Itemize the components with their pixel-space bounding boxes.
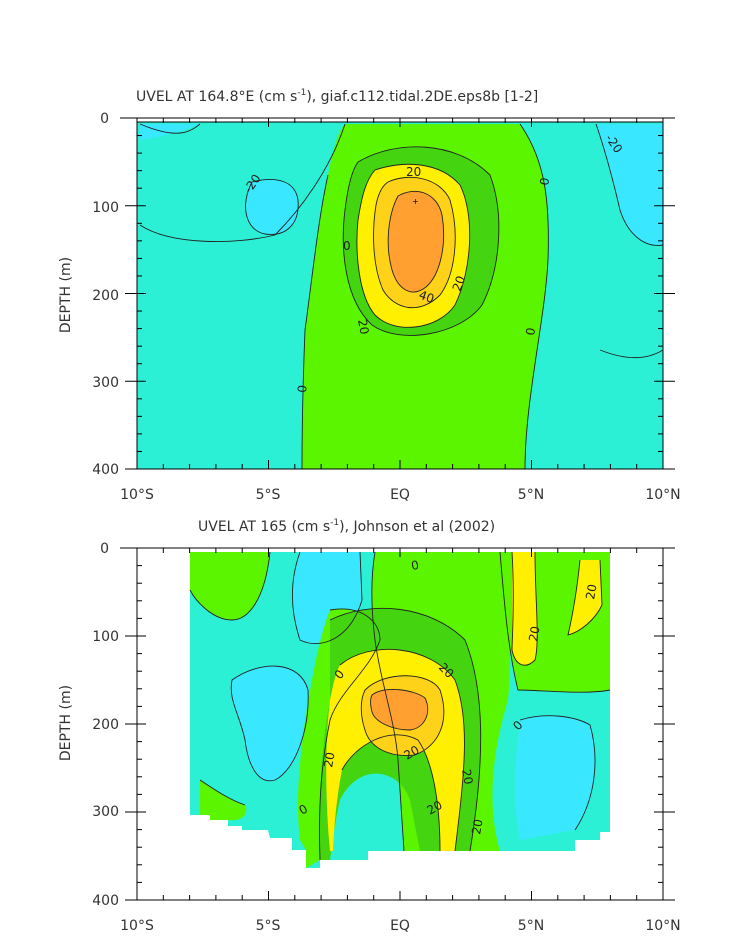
contour-neg20-top (292, 551, 363, 644)
x-tick-label: EQ (390, 918, 410, 934)
contour-0-lower (301, 174, 329, 470)
panel-1-title: UVEL AT 164.8°E (cm s-1), giaf.c112.tida… (136, 88, 538, 105)
fill-region-neg20-mid (231, 666, 309, 781)
panel-2-field (190, 552, 610, 868)
contour-0-ne (499, 551, 611, 693)
panel-1-field (137, 122, 663, 469)
y-tick-label: 400 (92, 893, 119, 909)
x-tick-label: 10°S (120, 487, 154, 503)
y-tick-label: 300 (92, 375, 119, 391)
contour-label: 0 (523, 327, 538, 337)
contour-0-nw (189, 551, 271, 621)
contour-0-east (519, 123, 549, 470)
contour-label: 20 (469, 818, 485, 835)
x-tick-label: EQ (390, 487, 410, 503)
y-tick-label: 100 (92, 629, 119, 645)
contour-neg20-ne (595, 123, 664, 246)
contour-label: 20 (321, 751, 337, 768)
contour-0-east (519, 715, 596, 831)
panel-2: UVEL AT 165 (cm s-1), Johnson et al (200… (58, 518, 681, 934)
contour-10 (342, 146, 500, 336)
contour-label: 0 (410, 558, 420, 573)
x-tick-label: 5°N (518, 487, 544, 503)
contour-label: 40 (417, 288, 436, 306)
contour-label: 0 (537, 177, 552, 187)
contour-40 (387, 190, 445, 293)
fill-region-pos0-sw (200, 780, 247, 821)
contour-label: 20 (526, 625, 542, 642)
fill-region-pos0-nw (190, 552, 270, 620)
contour-label: 20 (583, 583, 599, 600)
fill-region-pos40 (370, 689, 428, 730)
contour-20-ne (511, 551, 538, 666)
contour-neg20-nw (139, 123, 201, 134)
x-tick-label: 5°S (256, 487, 281, 503)
y-tick-label: 200 (92, 717, 119, 733)
y-tick-label: 200 (92, 288, 119, 304)
x-tick-label: 5°S (256, 918, 281, 934)
y-axis-label: DEPTH (m) (58, 257, 74, 333)
x-tick-label: 10°S (120, 918, 154, 934)
panel-1: UVEL AT 164.8°E (cm s-1), giaf.c112.tida… (58, 88, 681, 503)
y-tick-label: 400 (92, 462, 119, 478)
x-tick-label: 5°N (518, 918, 544, 934)
fill-region-pos20-ne (512, 552, 538, 666)
y-tick-label: 100 (92, 200, 119, 216)
contour-20-inner (341, 734, 441, 852)
contour-30 (360, 675, 445, 756)
x-tick-label: 10°N (645, 487, 680, 503)
x-tick-label: 10°N (645, 918, 680, 934)
contour-label: 20 (406, 165, 421, 179)
contour-0-sw (199, 779, 246, 806)
panel-1-ticks (125, 117, 675, 470)
panel-1-contours (139, 123, 664, 470)
contour-40 (370, 688, 429, 731)
fill-region-neg20-ne (596, 124, 663, 246)
panel-2-contours (189, 551, 611, 861)
contour-label: 0 (343, 239, 351, 253)
fill-region-neg20-blob (245, 179, 299, 235)
panel-2-ticks (125, 547, 675, 901)
contour-label: 20 (459, 768, 475, 785)
contour-20 (339, 648, 465, 852)
contour-0-west (139, 123, 346, 243)
contour-20 (356, 163, 471, 328)
contour-10-west (319, 608, 381, 861)
y-tick-label: 0 (100, 541, 109, 557)
max-marker: + (412, 197, 419, 206)
y-tick-label: 300 (92, 804, 119, 820)
contour-label: 20 (355, 318, 371, 335)
contour-0-se (599, 349, 664, 359)
contour-label: 20 (402, 743, 422, 763)
contour-label: 0 (295, 384, 310, 393)
contour-label: 20 (450, 274, 468, 293)
contour-30 (373, 176, 456, 309)
fill-region-neg20-nw (140, 124, 200, 140)
y-tick-label: 0 (100, 111, 109, 127)
contour-10 (329, 607, 482, 852)
contour-label: 20 (425, 798, 445, 818)
fill-region-pos20-far-ne (568, 560, 602, 635)
fill-region-neg20-east (515, 715, 595, 840)
contour-neg20-blob (245, 179, 299, 235)
fill-region-pos40 (388, 191, 444, 292)
panel-2-title: UVEL AT 165 (cm s-1), Johnson et al (200… (198, 518, 495, 535)
y-axis-label: DEPTH (m) (58, 685, 74, 761)
contour-20-far-ne (567, 559, 603, 636)
contour-neg20-mid (230, 665, 309, 782)
